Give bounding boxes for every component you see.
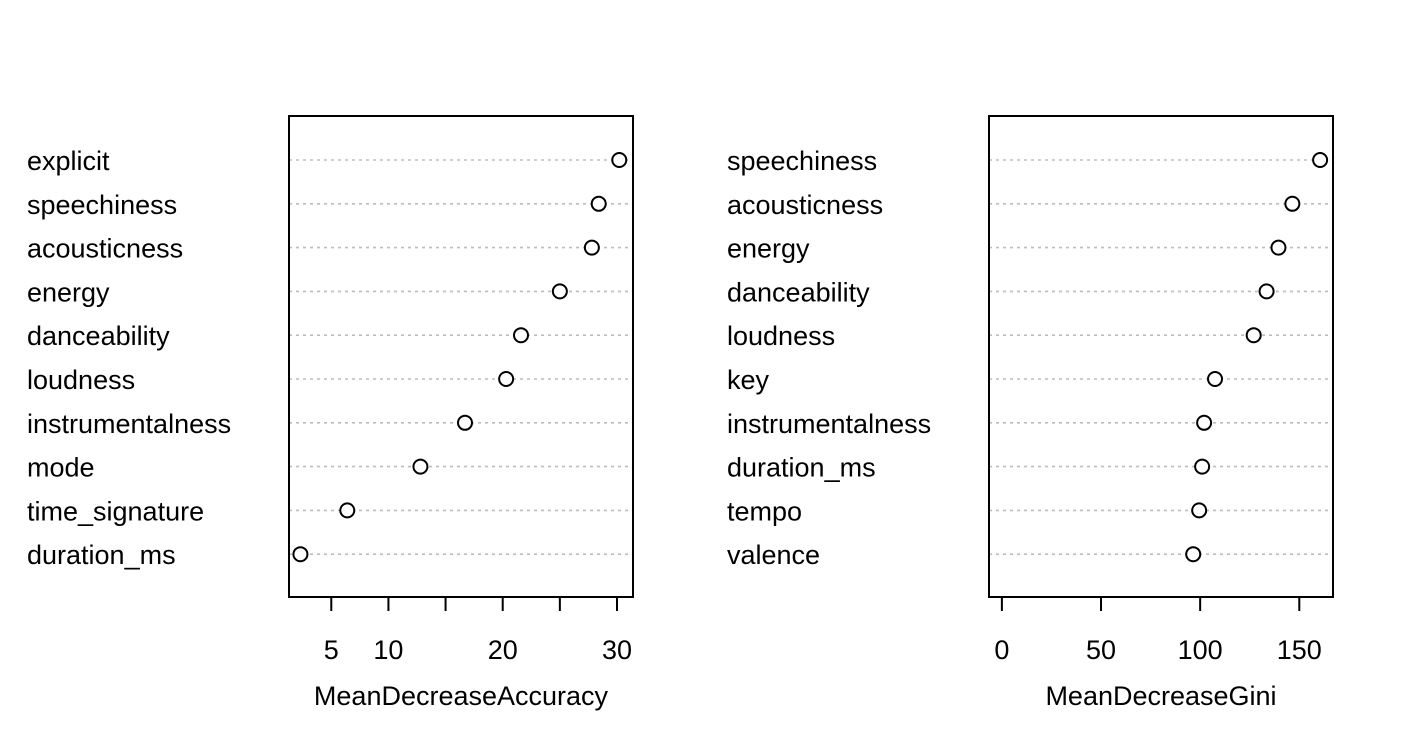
category-label: instrumentalness: [727, 409, 931, 439]
x-tick-label: 20: [488, 635, 518, 665]
x-tick-label: 0: [994, 635, 1009, 665]
category-label: speechiness: [27, 190, 177, 220]
category-label: explicit: [27, 146, 110, 176]
x-axis-title: MeanDecreaseGini: [1045, 681, 1276, 711]
category-label: key: [727, 365, 770, 395]
plot-frame: [988, 115, 1334, 598]
category-label: instrumentalness: [27, 409, 231, 439]
data-point: [513, 327, 529, 344]
data-point: [498, 371, 515, 387]
x-axis-title: MeanDecreaseAccuracy: [314, 681, 609, 711]
category-label: duration_ms: [727, 453, 876, 483]
category-label: mode: [27, 453, 95, 483]
plot-frame: [288, 115, 634, 598]
category-label: speechiness: [727, 146, 877, 176]
category-label: acousticness: [27, 234, 183, 264]
data-point: [551, 283, 568, 300]
x-tick-label: 5: [324, 635, 339, 665]
category-label: energy: [27, 277, 110, 307]
data-point: [1284, 195, 1301, 212]
category-label: valence: [727, 540, 820, 570]
x-tick-label: 150: [1277, 635, 1322, 665]
data-point: [292, 546, 309, 563]
category-label: energy: [727, 234, 810, 264]
category-label: danceability: [27, 321, 170, 351]
data-point: [1245, 327, 1262, 344]
data-point: [583, 239, 600, 256]
category-label: tempo: [727, 496, 802, 526]
gini-panel: speechiness acousticness energy danceabilit…: [727, 115, 1334, 711]
x-tick-label: 10: [373, 635, 403, 665]
data-point: [339, 502, 356, 519]
data-point: [1270, 239, 1287, 256]
category-label: time_signature: [27, 496, 204, 526]
accuracy-panel: explicit speechiness acousticness energy dan…: [27, 115, 634, 711]
data-point: [611, 152, 628, 168]
category-label: acousticness: [727, 190, 883, 220]
category-label: danceability: [727, 277, 870, 307]
data-point: [1207, 371, 1224, 387]
category-label: loudness: [27, 365, 135, 395]
data-point: [1194, 458, 1211, 475]
data-point: [1312, 152, 1329, 168]
data-point: [457, 414, 473, 431]
x-tick-label: 100: [1178, 635, 1223, 665]
data-point: [1258, 283, 1275, 300]
category-label: loudness: [727, 321, 835, 351]
data-point: [1191, 502, 1208, 519]
data-point: [590, 195, 607, 212]
data-point: [1196, 414, 1213, 431]
data-point: [412, 458, 429, 475]
x-tick-label: 50: [1086, 635, 1116, 665]
data-point: [1185, 546, 1202, 563]
category-label: duration_ms: [27, 540, 176, 570]
x-tick-label: 30: [602, 635, 632, 665]
